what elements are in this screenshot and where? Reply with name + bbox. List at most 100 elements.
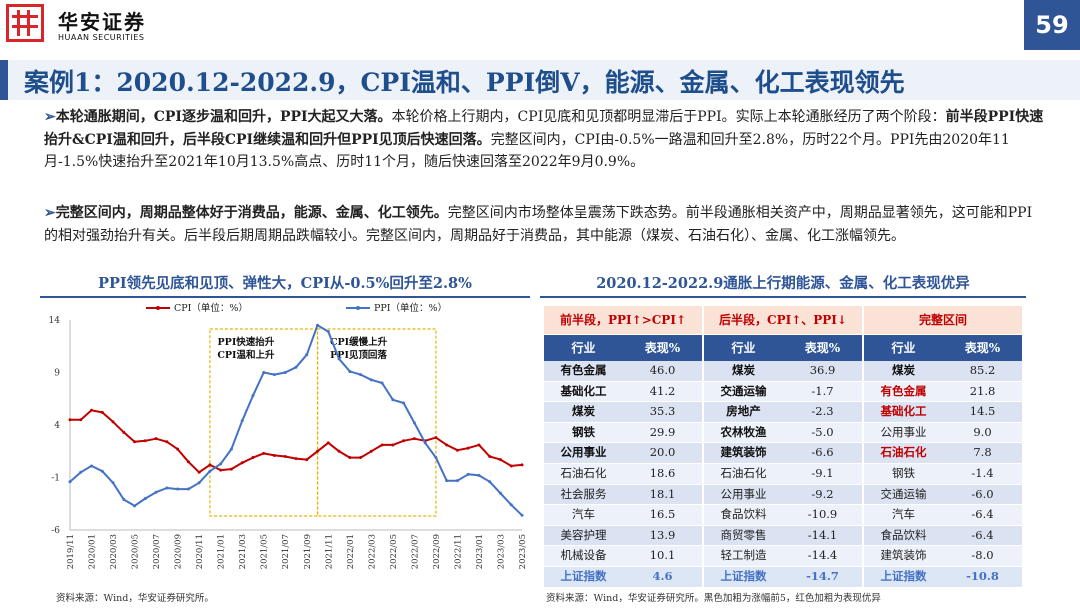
series-point-cpi: [520, 463, 524, 467]
performance-value: -6.4: [971, 507, 994, 522]
column-header-industry: 行业: [891, 341, 916, 355]
column-header-industry: 行业: [731, 341, 756, 355]
table-row: 建筑装饰 -6.6: [704, 443, 862, 464]
table-row: 公用事业 -9.2: [704, 484, 862, 506]
series-point-ppi: [186, 487, 190, 491]
industry-name: 食品饮料: [880, 527, 927, 542]
table-row: 食品饮料 -10.9: [704, 505, 862, 526]
series-point-cpi: [154, 437, 158, 441]
series-point-cpi: [477, 443, 481, 447]
series-point-ppi: [251, 394, 255, 398]
column-header-row: 行业 表现%: [544, 335, 702, 361]
table-row: 石油石化 18.6: [544, 463, 702, 485]
performance-value: 85.2: [969, 363, 996, 377]
table-row: 交通运输 -6.0: [864, 484, 1022, 506]
x-tick-label: 2021/01: [217, 534, 227, 569]
index-row: 上证指数 4.6: [544, 566, 702, 588]
industry-name: 美容护理: [560, 527, 607, 542]
series-point-cpi: [488, 455, 492, 458]
table-row: 轻工制造 -14.4: [704, 546, 862, 567]
series-point-ppi: [359, 373, 363, 377]
performance-value: 46.0: [649, 363, 676, 377]
table-row: 基础化工 41.2: [544, 381, 702, 403]
x-tick-label: 2020/07: [152, 534, 162, 569]
paragraph-2: ➢完整区间内，周期品整体好于消费品，能源、金属、化工领先。完整区间内市场整体呈震…: [44, 202, 1044, 247]
group-header: 前半段，PPI↑>CPI↑: [544, 306, 702, 335]
table-row: 机械设备 10.1: [544, 546, 702, 567]
x-tick-label: 2023/01: [475, 534, 485, 569]
performance-value: -1.4: [971, 465, 994, 480]
industry-name: 建筑装饰: [880, 548, 927, 563]
x-tick-label: 2020/11: [195, 534, 205, 569]
performance-value: -6.0: [971, 486, 994, 501]
company-name-en: HUAAN SECURITIES: [58, 33, 145, 42]
industry-name: 建筑装饰: [720, 445, 767, 460]
series-point-cpi: [262, 451, 266, 455]
performance-value: 29.9: [649, 424, 676, 439]
slide-title: 案例1：2020.12-2022.9，CPI温和、PPI倒V，能源、金属、化工表…: [24, 68, 905, 97]
x-tick-label: 2022/03: [367, 534, 377, 569]
table-group-1: 前半段，PPI↑>CPI↑ 行业 表现% 有色金属 46.0 基础化工 41.2 煤炭 35.3…: [544, 306, 702, 588]
series-point-cpi: [509, 464, 513, 468]
table-title-underline: [540, 296, 1026, 298]
series-point-cpi: [111, 420, 115, 424]
x-tick-label: 2020/01: [88, 534, 98, 569]
table-row: 汽车 -6.4: [864, 505, 1022, 526]
table-row: 社会服务 18.1: [544, 484, 702, 506]
series-point-ppi: [154, 490, 158, 494]
industry-name: 汽车: [892, 507, 915, 522]
performance-value: 20.0: [649, 445, 676, 460]
performance-value: 18.6: [649, 465, 676, 480]
page-number: 59: [1024, 0, 1080, 50]
index-value: -14.7: [806, 568, 839, 583]
series-point-cpi: [90, 408, 94, 412]
cpi-ppi-line-chart: 14 9 4 -1 -6 2019/11 2020/01 2020/03 2020/05 2020…: [49, 302, 528, 569]
performance-value: -6.6: [811, 445, 834, 460]
industry-name: 农林牧渔: [720, 424, 767, 439]
series-point-cpi: [186, 460, 190, 464]
series-point-cpi: [240, 461, 244, 465]
series-point-cpi: [455, 448, 459, 452]
industry-name: 石油石化: [720, 465, 767, 480]
column-header-performance: 表现%: [644, 341, 681, 355]
legend-label-ppi: PPI（单位：%）: [374, 302, 447, 314]
column-header-industry: 行业: [571, 341, 596, 355]
table-row: 农林牧渔 -5.0: [704, 422, 862, 444]
series-point-ppi: [68, 480, 72, 484]
series-point-cpi: [316, 449, 320, 453]
industry-name: 公用事业: [560, 445, 607, 460]
series-point-ppi: [122, 498, 126, 502]
series-point-ppi: [219, 462, 223, 466]
para1-text1: 本轮价格上行期内，CPI见底和见顶都明显滞后于PPI。实际上本轮通胀经历了两个阶…: [391, 109, 946, 125]
series-point-ppi: [229, 447, 233, 451]
chart-title-underline: [40, 296, 530, 298]
table-row: 煤炭 85.2: [864, 361, 1022, 382]
series-point-ppi: [305, 353, 309, 357]
series-point-ppi: [380, 381, 384, 385]
series-point-ppi: [111, 481, 115, 485]
header: 华安证券 HUAAN SECURITIES 59: [0, 0, 1080, 52]
series-point-ppi: [165, 486, 169, 490]
title-bar: 案例1：2020.12-2022.9，CPI温和、PPI倒V，能源、金属、化工表…: [0, 60, 1080, 100]
series-point-cpi: [219, 468, 223, 472]
performance-value: -8.0: [971, 548, 994, 563]
series-point-cpi: [197, 470, 201, 474]
series-point-ppi: [369, 378, 373, 382]
industry-name: 基础化工: [880, 404, 927, 419]
chart-source: 资料来源：Wind，华安证券研究所。: [56, 593, 214, 604]
series-point-ppi: [316, 323, 320, 327]
performance-value: -14.4: [807, 548, 838, 563]
series-point-ppi: [272, 373, 276, 377]
period-box-2: [316, 328, 437, 517]
x-tick-label: 2021/09: [303, 534, 313, 569]
para1-mid: 前半段PPI快速抬升&CPI温和回升，后半段CPI继续温和回升但PPI见顶后快速…: [44, 109, 1044, 148]
series-point-cpi: [165, 440, 169, 444]
series-point-ppi: [402, 401, 406, 405]
title-accent: [0, 60, 8, 100]
index-value: -10.8: [966, 568, 999, 583]
industry-name: 煤炭: [732, 363, 755, 377]
series-point-cpi: [380, 443, 384, 447]
performance-value: 14.5: [969, 404, 996, 419]
series-point-ppi: [283, 371, 287, 374]
industry-name: 交通运输: [880, 486, 927, 501]
